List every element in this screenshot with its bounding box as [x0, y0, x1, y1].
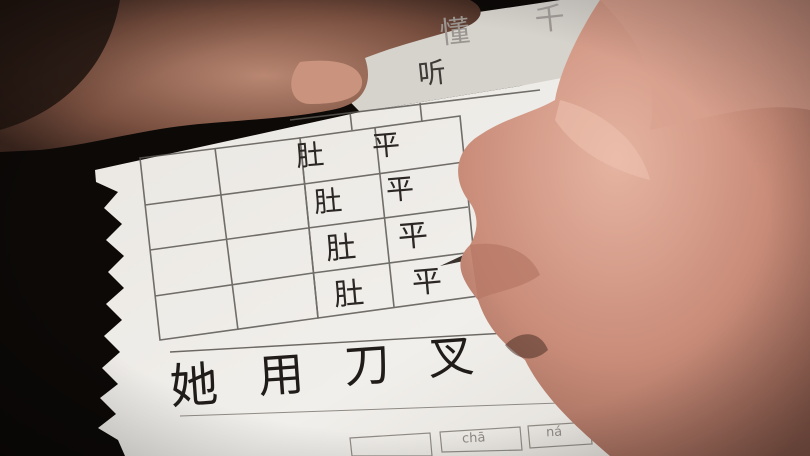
- grid-char-right-row-4: 平: [410, 263, 444, 302]
- faded-word-char: 听: [416, 55, 448, 92]
- handwritten-char-4: 叉: [426, 328, 476, 386]
- grid-char-left-row-4: 肚: [332, 275, 366, 314]
- faded-header-char-2: 千: [533, 0, 567, 39]
- handwritten-char-3: 刀: [342, 336, 392, 394]
- grid-char-right-row-2: 平: [384, 171, 416, 208]
- grid-char-right-row-3: 平: [396, 217, 430, 256]
- handwritten-char-1: 她: [168, 356, 220, 416]
- grid-char-left-row-1: 肚: [294, 137, 326, 174]
- faded-header-char-1: 懂: [438, 13, 472, 52]
- bottom-pinyin-1: chā: [461, 430, 486, 447]
- bottom-pinyin-2: ná: [545, 424, 563, 441]
- grid-char-left-row-2: 肚: [312, 183, 344, 220]
- handwritten-char-2: 用: [256, 346, 306, 404]
- grid-char-right-row-1: 平: [370, 127, 402, 164]
- grid-char-left-row-3: 肚: [324, 229, 358, 268]
